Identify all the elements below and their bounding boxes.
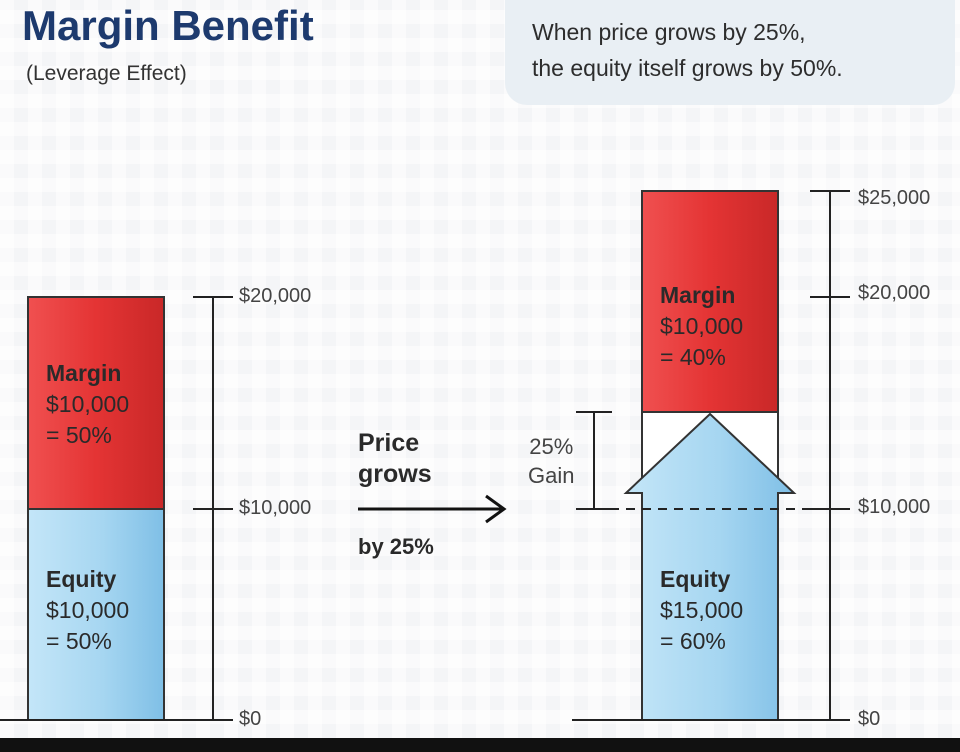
right-margin-pct: = 40% xyxy=(660,344,726,370)
callout-box xyxy=(505,0,955,105)
callout-line-2: the equity itself grows by 50%. xyxy=(532,55,843,81)
right-margin-amount: $10,000 xyxy=(660,313,744,339)
right-equity-label: Equity $15,000 = 60% xyxy=(660,564,743,657)
transition-label: Price grows xyxy=(358,428,432,490)
gain-up-arrow xyxy=(623,412,797,721)
right-axis xyxy=(810,190,850,721)
left-axis xyxy=(193,296,233,721)
left-equity-block xyxy=(27,508,165,721)
right-equity-amount: $15,000 xyxy=(660,597,744,623)
callout-text: When price grows by 25%, the equity itse… xyxy=(532,14,843,86)
right-tick-25000: $25,000 xyxy=(858,187,931,209)
right-equity-title: Equity xyxy=(660,566,731,592)
left-margin-label: Margin $10,000 = 50% xyxy=(46,358,129,451)
gain-label: 25% Gain xyxy=(528,432,574,490)
left-equity-amount: $10,000 xyxy=(46,597,130,623)
left-tick-0: $0 xyxy=(239,708,262,730)
left-equity-label: Equity $10,000 = 50% xyxy=(46,564,129,657)
left-tick-10000: $10,000 xyxy=(239,497,312,519)
transition-arrow xyxy=(358,494,507,524)
right-tick-20000: $20,000 xyxy=(858,282,931,304)
bottom-bar xyxy=(0,738,960,752)
transition-line-2: grows xyxy=(358,460,432,488)
left-margin-pct: = 50% xyxy=(46,422,112,448)
right-tick-0: $0 xyxy=(858,708,881,730)
left-tick-20000: $20,000 xyxy=(239,285,312,307)
right-margin-title: Margin xyxy=(660,282,736,308)
callout-line-1: When price grows by 25%, xyxy=(532,19,806,45)
left-margin-title: Margin xyxy=(46,360,122,386)
left-equity-title: Equity xyxy=(46,566,117,592)
right-margin-label: Margin $10,000 = 40% xyxy=(660,280,743,373)
transition-line-3: by 25% xyxy=(358,534,434,559)
right-tick-10000: $10,000 xyxy=(858,496,931,518)
left-equity-pct: = 50% xyxy=(46,628,112,654)
page-subtitle: (Leverage Effect) xyxy=(26,62,187,85)
right-equity-pct: = 60% xyxy=(660,628,726,654)
transition-line-1: Price xyxy=(358,429,420,457)
gain-pct: 25% xyxy=(529,434,574,459)
page-title: Margin Benefit xyxy=(22,2,314,49)
left-margin-amount: $10,000 xyxy=(46,391,130,417)
gain-word: Gain xyxy=(528,463,575,488)
left-margin-block xyxy=(27,296,165,510)
gain-bracket xyxy=(576,411,612,510)
